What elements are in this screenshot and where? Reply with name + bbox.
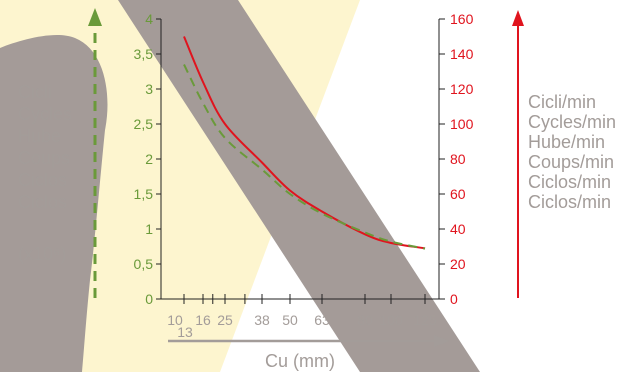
left-up-arrow	[88, 8, 102, 298]
x-tick-label: 50	[282, 312, 298, 328]
left-tick-label: 0	[145, 291, 153, 307]
right-tick-label: 100	[450, 116, 474, 132]
right-label-0: Cicli/min	[528, 92, 596, 112]
right-tick-label: 40	[450, 221, 466, 237]
right-tick-label: 60	[450, 186, 466, 202]
left-tick-label: 3,5	[134, 46, 154, 62]
left-tick-label: 1	[145, 221, 153, 237]
x-tick-label: 25	[217, 312, 233, 328]
series-lines	[183, 36, 426, 250]
x-tick-label: 16	[195, 312, 211, 328]
left-label-4: Ciclos	[18, 170, 67, 190]
right-axis-ticks: 0 20 40 60 80 100 120 140 160	[439, 11, 474, 307]
right-label-3: Coups/min	[528, 152, 614, 172]
right-tick-label: 140	[450, 46, 474, 62]
x-tick-label: 80	[357, 312, 373, 328]
right-tick-label: 0	[450, 291, 458, 307]
left-tick-label: 0,5	[134, 256, 154, 272]
left-label-1: Cycles	[18, 104, 72, 124]
right-series-line	[183, 36, 426, 250]
x-tick-label: 63	[314, 312, 330, 328]
right-up-arrow	[512, 10, 524, 298]
left-series-line	[183, 64, 426, 250]
gray-blob	[0, 35, 108, 372]
right-label-2: Hube/min	[528, 132, 605, 152]
left-label-0: Cicli	[18, 82, 52, 102]
right-label-4: Ciclos/min	[528, 172, 611, 192]
left-label-5: Ciclos	[18, 192, 67, 212]
left-tick-label: 4	[145, 11, 153, 27]
left-tick-label: 1,5	[134, 186, 154, 202]
right-tick-label: 160	[450, 11, 474, 27]
right-axis-title: Cicli/min Cycles/min Hube/min Coups/min …	[528, 92, 616, 212]
left-axis-title: Cicli Cycles Hube Coups Ciclos Ciclos (x…	[18, 82, 72, 264]
background-shapes	[0, 0, 480, 372]
right-tick-label: 20	[450, 256, 466, 272]
left-tick-label: 3	[145, 81, 153, 97]
left-tick-label: 2	[145, 151, 153, 167]
left-label-3: Coups	[18, 148, 70, 168]
right-label-5: Ciclos/min	[528, 192, 611, 212]
x-tick-label: 125	[413, 312, 437, 328]
x-axis-ticks: 10 16 25 38 50 63 80 100 125 13	[167, 294, 437, 340]
x-axis-arrow	[168, 335, 450, 347]
x-tick-label: 13	[177, 324, 193, 340]
x-tick-label: 38	[254, 312, 270, 328]
right-tick-label: 80	[450, 151, 466, 167]
left-axis-ticks: 0 0,5 1 1,5 2 2,5 3 3,5 4	[134, 11, 161, 307]
x-tick-label: 100	[379, 312, 403, 328]
left-tick-label: 2,5	[134, 116, 154, 132]
left-label-unit: (x10⁶)	[18, 244, 66, 264]
right-tick-label: 120	[450, 81, 474, 97]
left-label-2: Hube	[18, 126, 61, 146]
x-tick-label: 10	[167, 312, 183, 328]
x-axis-label: Cu (mm)	[265, 351, 335, 371]
right-label-1: Cycles/min	[528, 112, 616, 132]
